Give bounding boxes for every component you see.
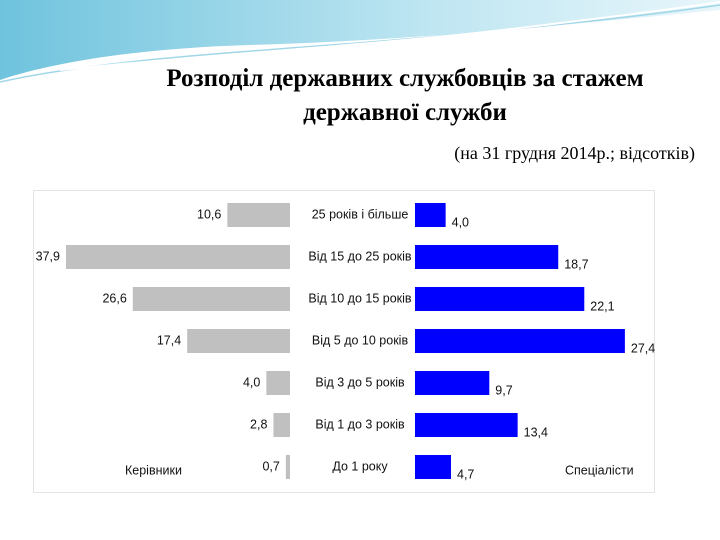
bar xyxy=(415,413,518,437)
bar xyxy=(415,329,625,353)
value-label: 4,0 xyxy=(243,375,260,389)
value-label: 2,8 xyxy=(250,417,267,431)
category-label: Від 1 до 3 років xyxy=(315,417,405,431)
category-label: Від 15 до 25 років xyxy=(308,249,412,263)
bar xyxy=(415,203,446,227)
bar xyxy=(132,287,290,311)
legend-label: Керівники xyxy=(125,463,182,477)
value-label: 0,7 xyxy=(262,459,279,473)
bar xyxy=(415,245,559,269)
bar xyxy=(187,329,290,353)
bar xyxy=(273,413,290,437)
category-label: 25 років і більше xyxy=(312,207,409,221)
value-label: 17,4 xyxy=(157,333,181,347)
chart-title: Розподіл державних службовців за стажем … xyxy=(166,65,644,126)
value-label: 22,1 xyxy=(590,299,614,313)
value-label: 10,6 xyxy=(197,207,221,221)
value-label: 4,7 xyxy=(457,467,474,481)
bar xyxy=(227,203,290,227)
bar xyxy=(285,455,290,479)
legend-label: Спеціалісти xyxy=(565,463,634,477)
value-label: 13,4 xyxy=(524,425,548,439)
title-box: Розподіл державних службовців за стажем … xyxy=(166,65,644,126)
category-label: Від 3 до 5 років xyxy=(315,375,405,389)
wave-line xyxy=(59,1,720,71)
value-label: 26,6 xyxy=(102,291,126,305)
value-label: 18,7 xyxy=(564,257,588,271)
value-label: 27,4 xyxy=(631,341,655,355)
bar xyxy=(415,287,585,311)
value-label: 37,9 xyxy=(36,249,60,263)
category-label: Від 5 до 10 років xyxy=(312,333,409,347)
header-wave xyxy=(0,0,720,80)
category-label: До 1 року xyxy=(332,459,388,473)
chart-subtitle: (на 31 грудня 2014р.; відсотків) xyxy=(454,143,695,164)
category-label: Від 10 до 15 років xyxy=(308,291,412,305)
bar xyxy=(66,245,290,269)
bar xyxy=(415,371,490,395)
bar xyxy=(266,371,290,395)
value-label: 9,7 xyxy=(495,383,512,397)
bar xyxy=(415,455,452,479)
value-label: 4,0 xyxy=(452,215,469,229)
